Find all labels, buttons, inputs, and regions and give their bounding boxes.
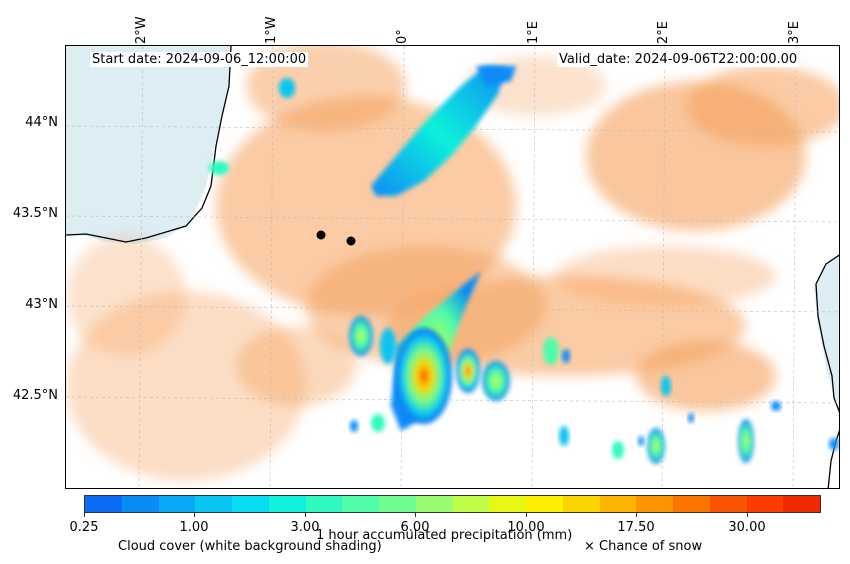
colorbar-title: 1 hour accumulated precipitation (mm) bbox=[316, 528, 573, 543]
station-markers bbox=[316, 230, 356, 246]
colorbar-segment-9 bbox=[415, 496, 453, 512]
precip-cell-west bbox=[349, 316, 373, 356]
coastline bbox=[66, 46, 839, 488]
lon-label-1w: 1°W bbox=[264, 16, 279, 44]
colorbar-segment-0 bbox=[85, 496, 122, 512]
colorbar-segment-2 bbox=[158, 496, 196, 512]
colorbar-tick-2: 3.00 bbox=[290, 520, 320, 535]
lon-label-1e: 1°E bbox=[526, 21, 541, 44]
lat-label-42-5n: 42.5°N bbox=[12, 388, 58, 403]
bay-of-biscay bbox=[66, 46, 231, 244]
colorbar-segment-1 bbox=[121, 496, 159, 512]
colorbar-segment-15 bbox=[636, 496, 673, 512]
colorbar-tick-3: 6.00 bbox=[400, 520, 430, 535]
cloud-cover-legend: Cloud cover (white background shading) bbox=[118, 539, 382, 554]
colorbar-tick-5: 17.50 bbox=[617, 520, 655, 535]
colorbar-tick-mark-4 bbox=[526, 513, 527, 517]
colorbar-segment-7 bbox=[342, 496, 379, 512]
cloud-cover-shading bbox=[66, 46, 839, 481]
colorbar-segment-19 bbox=[783, 496, 820, 512]
valid-date-label: Valid_date: 2024-09-06T22:00:00.00 bbox=[557, 52, 800, 67]
colorbar-segment-3 bbox=[195, 496, 232, 512]
station-marker-2 bbox=[346, 236, 356, 246]
colorbar-tick-4: 10.00 bbox=[507, 520, 545, 535]
colorbar-tick-mark-5 bbox=[636, 513, 637, 517]
colorbar-segment-5 bbox=[268, 496, 306, 512]
gridlines bbox=[66, 46, 839, 488]
snow-legend: × Chance of snow bbox=[584, 539, 703, 554]
colorbar-segment-18 bbox=[746, 496, 784, 512]
precipitation-colorbar bbox=[84, 495, 821, 513]
lon-label-2w: 2°W bbox=[134, 16, 149, 44]
lon-label-0: 0° bbox=[395, 29, 410, 44]
precip-band-north-top bbox=[476, 66, 516, 86]
colorbar-segment-11 bbox=[489, 496, 526, 512]
map-panel bbox=[65, 45, 840, 489]
colorbar-segment-12 bbox=[526, 496, 563, 512]
colorbar-tick-mark-1 bbox=[194, 513, 195, 517]
colorbar-tick-mark-0 bbox=[84, 513, 85, 517]
colorbar-segment-8 bbox=[379, 496, 416, 512]
precipitation-cells bbox=[209, 66, 839, 464]
colorbar-segment-4 bbox=[232, 496, 269, 512]
precip-band-north bbox=[371, 66, 506, 196]
colorbar-segment-14 bbox=[599, 496, 637, 512]
colorbar-tick-0: 0.25 bbox=[69, 520, 99, 535]
colorbar-segment-13 bbox=[562, 496, 600, 512]
colorbar-segment-10 bbox=[452, 496, 490, 512]
station-marker-1 bbox=[316, 230, 326, 240]
precip-cell-core bbox=[396, 328, 452, 424]
colorbar-segment-16 bbox=[673, 496, 710, 512]
precip-cell-east bbox=[456, 349, 480, 393]
lat-label-43n: 43°N bbox=[25, 297, 58, 312]
colorbar-tick-1: 1.00 bbox=[179, 520, 209, 535]
lon-label-2e: 2°E bbox=[656, 21, 671, 44]
lat-label-43-5n: 43.5°N bbox=[12, 206, 58, 221]
start-date-label: Start date: 2024-09-06_12:00:00 bbox=[90, 52, 309, 67]
lat-label-44n: 44°N bbox=[25, 115, 58, 130]
colorbar-tick-mark-6 bbox=[747, 513, 748, 517]
precip-cell-east2 bbox=[482, 361, 510, 401]
colorbar-tick-6: 30.00 bbox=[728, 520, 766, 535]
lon-label-3e: 3°E bbox=[787, 21, 802, 44]
colorbar-tick-mark-3 bbox=[415, 513, 416, 517]
colorbar-segment-17 bbox=[709, 496, 747, 512]
colorbar-segment-6 bbox=[305, 496, 343, 512]
colorbar-tick-mark-2 bbox=[305, 513, 306, 517]
precipitation-map bbox=[66, 46, 839, 488]
